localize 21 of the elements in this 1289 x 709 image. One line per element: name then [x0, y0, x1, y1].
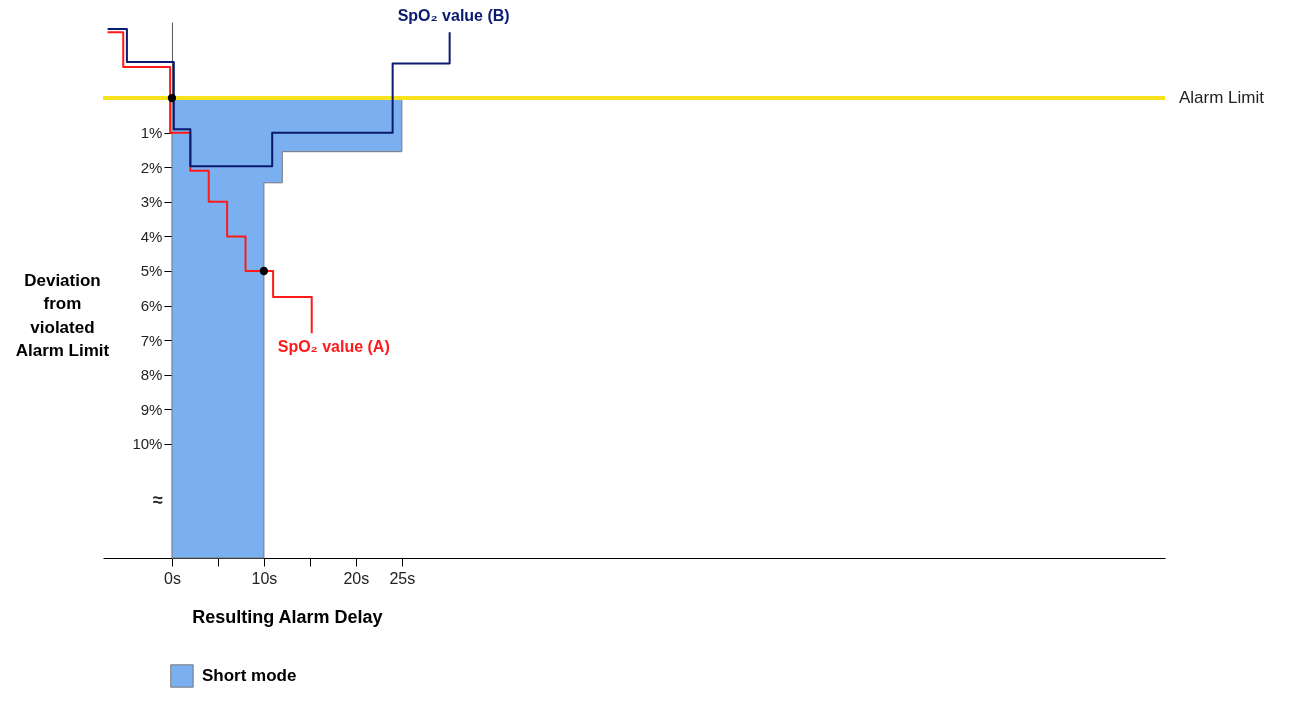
y-tick-label: 1%	[140, 124, 163, 142]
x-tick-label: 20s	[343, 569, 370, 587]
y-tick-label: 10%	[132, 435, 163, 453]
annotation: ≈	[153, 489, 164, 510]
y-tick-label: 2%	[140, 158, 163, 176]
x-axis-title: Resulting Alarm Delay	[192, 606, 383, 627]
y-tick-label: 4%	[140, 227, 163, 245]
ref-line-label: Alarm Limit	[1179, 88, 1265, 108]
y-tick-label: 9%	[140, 400, 163, 418]
y-tick-label: 7%	[140, 331, 163, 349]
x-tick-label: 10s	[251, 569, 278, 587]
series-label: SpO₂ value (B)	[397, 7, 510, 25]
y-tick-label: 5%	[140, 262, 163, 280]
y-tick-label: 6%	[140, 297, 163, 315]
y-axis-title: Deviation from violated Alarm Limit	[15, 270, 110, 360]
y-tick-label: 3%	[140, 193, 163, 211]
series-label: SpO₂ value (A)	[277, 338, 390, 356]
legend-label: Short mode	[201, 666, 297, 685]
y-tick-label: 8%	[140, 366, 163, 384]
x-tick-label: 25s	[389, 569, 416, 587]
x-tick-label: 0s	[164, 569, 181, 587]
